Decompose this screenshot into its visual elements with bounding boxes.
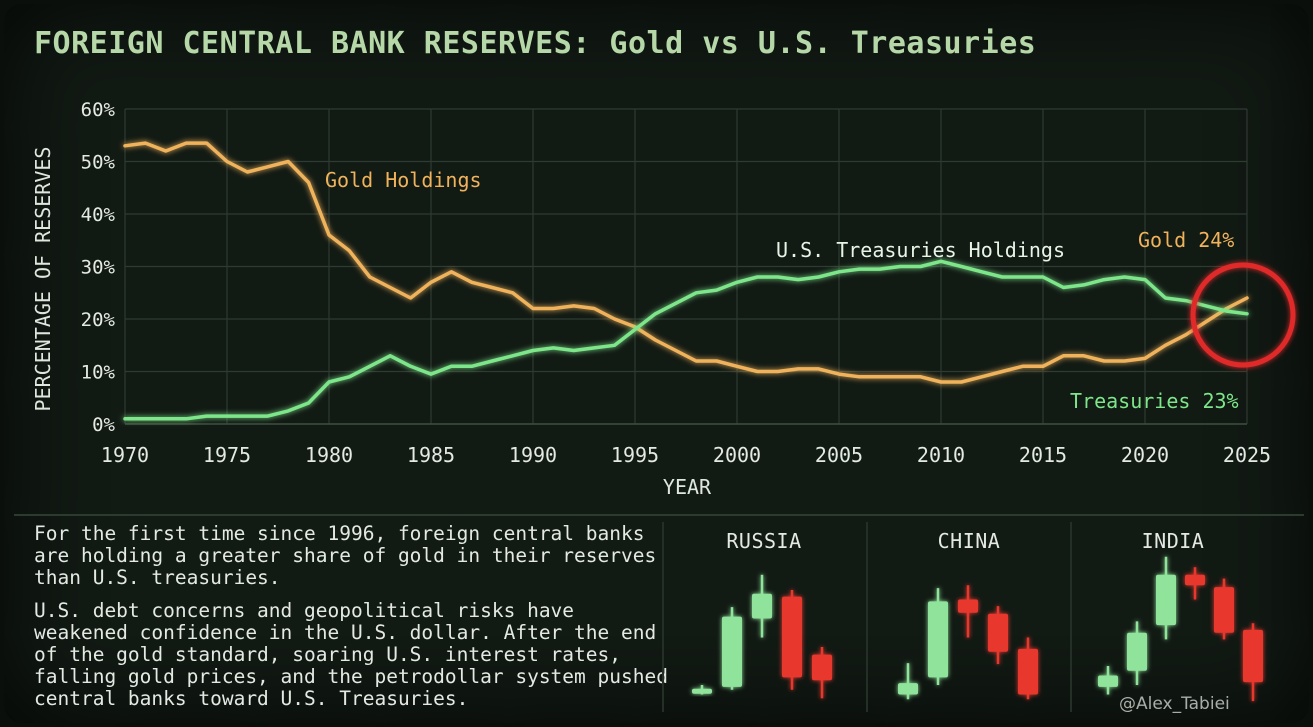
candle bbox=[958, 585, 978, 638]
x-tick-label: 2010 bbox=[917, 443, 965, 467]
candle bbox=[988, 606, 1008, 665]
candle-body bbox=[1156, 574, 1176, 626]
candle-body bbox=[898, 683, 918, 695]
candle bbox=[812, 647, 832, 699]
panel-divider bbox=[866, 522, 868, 712]
x-axis-label: YEAR bbox=[663, 475, 712, 499]
y-tick-label: 60% bbox=[81, 99, 116, 121]
candle bbox=[928, 588, 948, 685]
summary-paragraph: For the first time since 1996, foreign c… bbox=[34, 522, 657, 589]
treasuries-holdings-line bbox=[123, 259, 1249, 421]
india-label: INDIA bbox=[1141, 529, 1205, 553]
x-tick-label: 2000 bbox=[713, 443, 761, 467]
section-divider bbox=[14, 514, 1304, 516]
gold-end-label: Gold 24% bbox=[1138, 228, 1234, 252]
candle-body bbox=[782, 596, 802, 678]
candle-body bbox=[722, 616, 742, 687]
china-label: CHINA bbox=[937, 529, 1001, 553]
y-tick-label: 40% bbox=[81, 204, 116, 226]
candle bbox=[1127, 621, 1147, 685]
x-tick-label: 1975 bbox=[203, 443, 251, 467]
x-tick-label: 2005 bbox=[815, 443, 863, 467]
axis-ticks: 0% 10% 20% 30% 40% 50% 60% 1970 1975 1980 1985 1990… bbox=[81, 99, 1271, 467]
y-tick-label: 10% bbox=[81, 362, 116, 384]
y-tick-label: 30% bbox=[81, 257, 116, 279]
x-tick-label: 1995 bbox=[611, 443, 659, 467]
india-candlestick-chart bbox=[1098, 556, 1263, 702]
y-tick-label: 0% bbox=[92, 414, 115, 436]
crossover-highlight-circle bbox=[1190, 262, 1296, 368]
candle-body bbox=[1127, 632, 1147, 671]
reserves-line-chart: 0% 10% 20% 30% 40% 50% 60% 1970 1975 1980 1985 1990… bbox=[31, 99, 1296, 499]
candle-body bbox=[1018, 648, 1038, 695]
treasuries-holdings-label: U.S. Treasuries Holdings bbox=[776, 238, 1065, 262]
chart-title: FOREIGN CENTRAL BANK RESERVES: Gold vs U… bbox=[34, 26, 1037, 61]
candle-body bbox=[958, 599, 978, 613]
candle bbox=[1185, 567, 1205, 600]
candle-body bbox=[928, 601, 948, 678]
y-tick-label: 50% bbox=[81, 152, 116, 174]
candle-body bbox=[752, 593, 772, 619]
treasuries-end-label: Treasuries 23% bbox=[1070, 389, 1239, 413]
y-tick-label: 20% bbox=[81, 309, 116, 331]
candlestick-charts bbox=[692, 556, 1263, 702]
candle bbox=[752, 574, 772, 638]
candle bbox=[1243, 623, 1263, 702]
candle bbox=[1156, 556, 1176, 640]
panel-divider bbox=[662, 522, 664, 712]
x-tick-label: 2025 bbox=[1223, 443, 1271, 467]
gold-holdings-line bbox=[123, 141, 1249, 384]
candle-body bbox=[1185, 574, 1205, 586]
context-paragraph: U.S. debt concerns and geopolitical risk… bbox=[34, 599, 668, 710]
candle bbox=[1098, 666, 1118, 695]
candle-body bbox=[1243, 629, 1263, 683]
candle-body bbox=[988, 613, 1008, 652]
gold-holdings-label: Gold Holdings bbox=[325, 168, 482, 192]
x-tick-label: 2015 bbox=[1019, 443, 1067, 467]
monitor-screen: FOREIGN CENTRAL BANK RESERVES: Gold vs U… bbox=[4, 4, 1309, 723]
candle bbox=[782, 590, 802, 690]
x-tick-label: 2020 bbox=[1121, 443, 1169, 467]
candle-body bbox=[1098, 675, 1118, 687]
author-watermark: @Alex_Tabiei bbox=[1119, 694, 1230, 714]
series-lines bbox=[123, 141, 1249, 421]
candle bbox=[692, 685, 712, 695]
x-tick-label: 1970 bbox=[101, 443, 149, 467]
candle bbox=[1018, 637, 1038, 700]
russia-label: RUSSIA bbox=[726, 529, 802, 553]
candle-body bbox=[1214, 587, 1234, 633]
y-axis-label: PERCENTAGE OF RESERVES bbox=[31, 147, 55, 412]
candle bbox=[1214, 578, 1234, 640]
panel-divider bbox=[1070, 522, 1072, 712]
x-tick-label: 1985 bbox=[407, 443, 455, 467]
candle-body bbox=[812, 654, 832, 681]
x-tick-label: 1980 bbox=[305, 443, 353, 467]
candle-body bbox=[692, 688, 712, 694]
china-candlestick-chart bbox=[898, 585, 1038, 700]
candle bbox=[722, 607, 742, 690]
russia-candlestick-chart bbox=[692, 574, 832, 699]
x-tick-label: 1990 bbox=[509, 443, 557, 467]
candle bbox=[898, 663, 918, 700]
